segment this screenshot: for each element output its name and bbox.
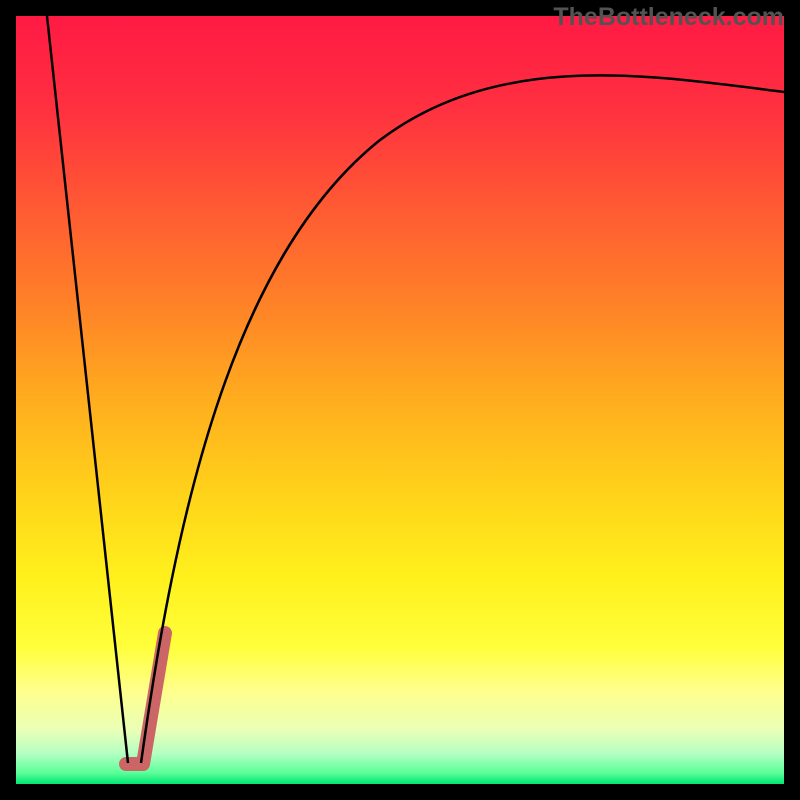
chart-container: TheBottleneck.com (0, 0, 800, 800)
watermark-text: TheBottleneck.com (553, 3, 784, 32)
left-descent-line (47, 16, 128, 763)
chart-curves (0, 0, 800, 800)
right-ascent-curve (141, 75, 784, 763)
